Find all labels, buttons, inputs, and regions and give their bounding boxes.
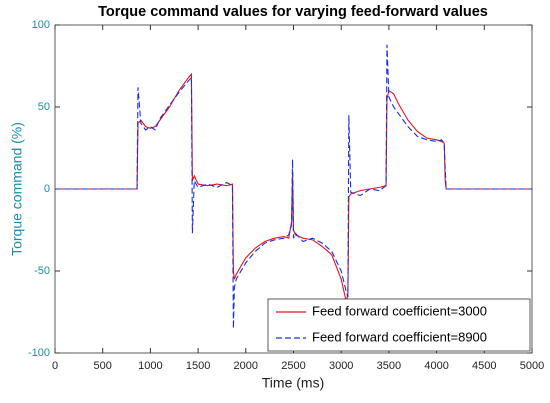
x-tick-label: 4500: [472, 360, 496, 372]
y-tick-label: 100: [32, 19, 50, 31]
plot-frame: [54, 24, 533, 354]
x-tick-label: 1000: [138, 360, 162, 372]
x-tick-label: 4000: [424, 360, 448, 372]
y-tick-label: 50: [38, 101, 50, 113]
x-tick-label: 3500: [377, 360, 401, 372]
chart-title: Torque command values for varying feed-f…: [98, 4, 488, 20]
y-tick-label: -50: [34, 265, 50, 277]
x-tick-label: 500: [94, 360, 112, 372]
line-series: [55, 44, 532, 329]
y-tick-label: 0: [44, 183, 50, 195]
x-axis-label: Time (ms): [262, 375, 324, 391]
x-tick-label: 0: [52, 360, 58, 372]
x-tick-label: 2000: [234, 360, 258, 372]
x-tick-label: 2500: [281, 360, 305, 372]
y-axis-label: Torque command (%): [9, 122, 25, 256]
legend-label: Feed forward coefficient=3000: [312, 303, 487, 318]
legend-label: Feed forward coefficient=8900: [312, 329, 487, 344]
x-tick-label: 3000: [329, 360, 353, 372]
y-tick-label: -100: [28, 347, 50, 359]
legend-box: [267, 298, 531, 352]
line-series: [55, 72, 532, 303]
x-tick-label: 1500: [186, 360, 210, 372]
x-tick-label: 5000: [520, 360, 544, 372]
